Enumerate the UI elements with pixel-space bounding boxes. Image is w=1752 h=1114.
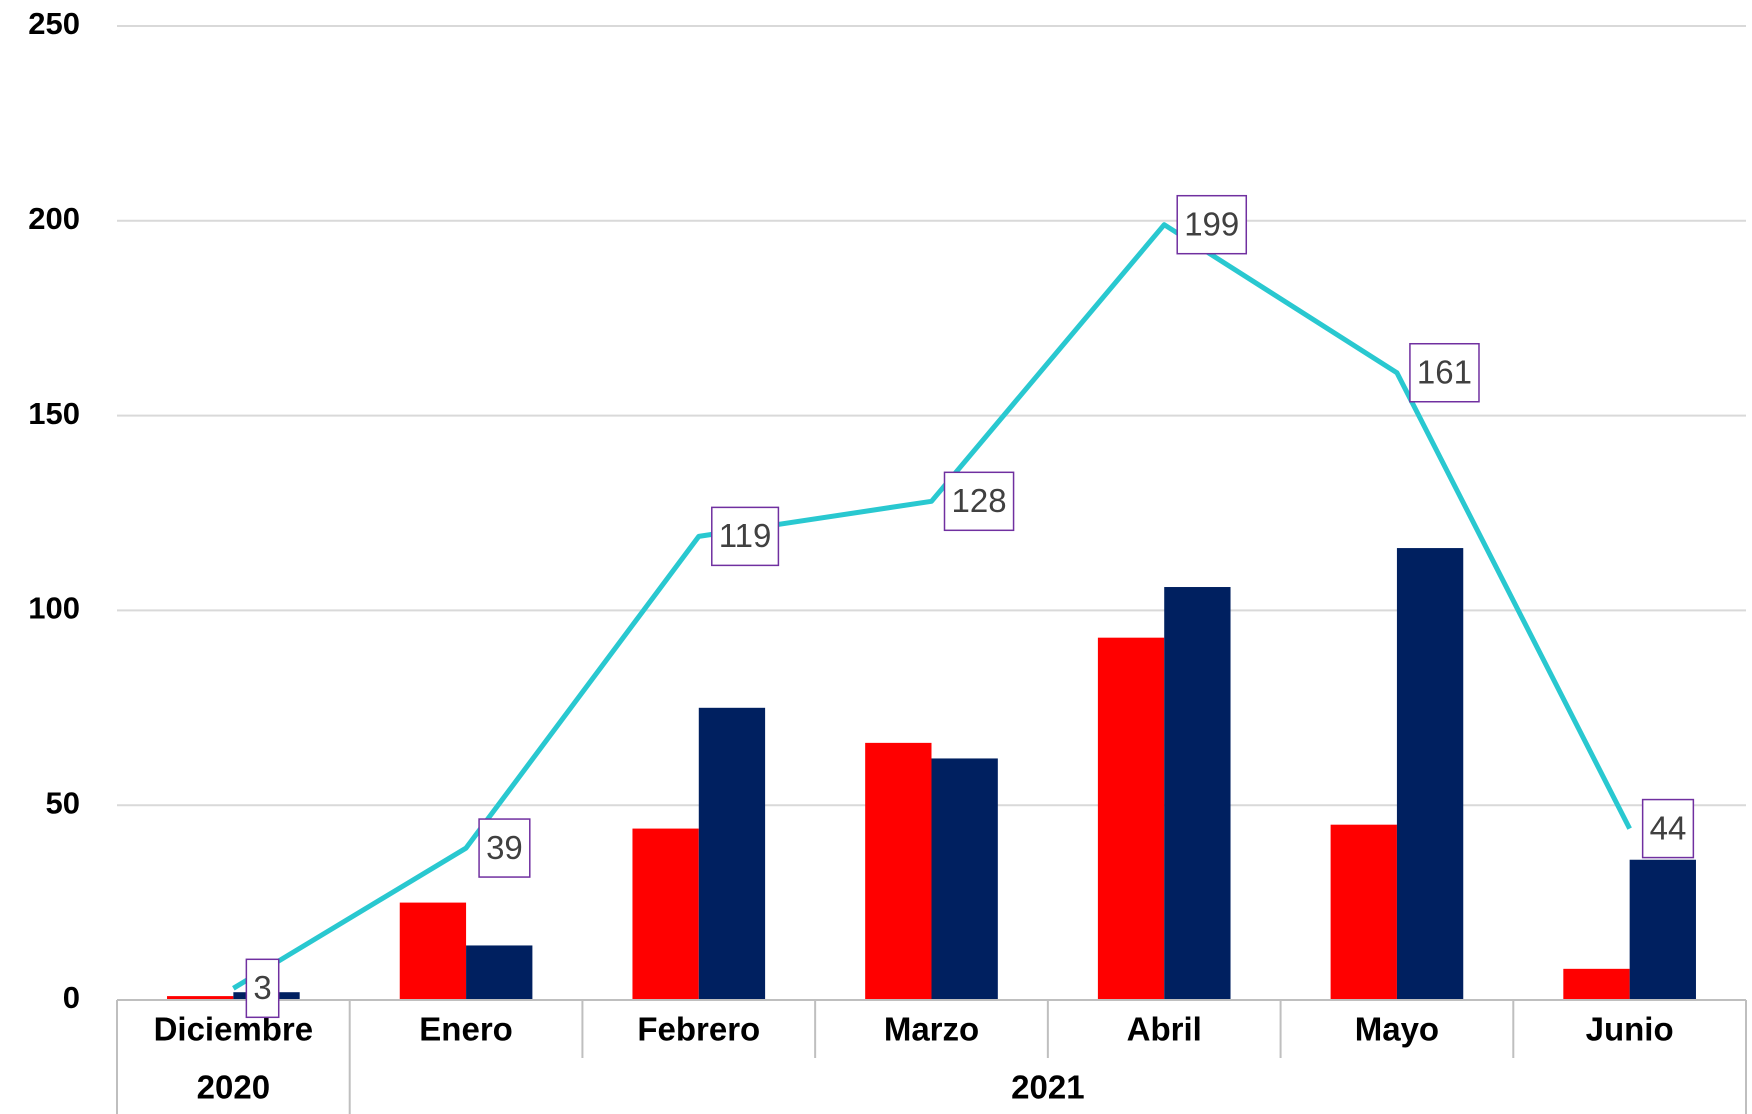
x-tick-label: Abril <box>1127 1011 1202 1048</box>
x-tick-label: Junio <box>1586 1011 1674 1048</box>
data-label: 44 <box>1650 809 1687 846</box>
bar <box>865 742 932 1000</box>
line <box>232 222 1632 991</box>
bar <box>1097 637 1165 1000</box>
data-label-box <box>478 818 531 878</box>
data-label: 119 <box>719 517 772 554</box>
bar <box>698 707 766 1000</box>
bar <box>1164 587 1231 1000</box>
bar <box>1563 968 1630 1000</box>
bar <box>399 902 467 1000</box>
y-tick-label: 250 <box>28 6 80 41</box>
x-tick-label: Enero <box>419 1011 513 1048</box>
data-label-box <box>1641 798 1695 859</box>
x-tick-label: Mayo <box>1355 1011 1439 1048</box>
x-tick-label: Diciembre <box>154 1011 314 1048</box>
y-tick-label: 0 <box>63 980 80 1015</box>
data-label-box <box>1409 342 1480 403</box>
bar <box>466 945 533 1000</box>
data-label: 39 <box>486 829 523 866</box>
y-tick-label: 150 <box>28 396 80 431</box>
data-label-box <box>943 471 1015 532</box>
y-tick-label: 100 <box>28 591 80 626</box>
x-tick-label: Marzo <box>884 1011 979 1048</box>
bar <box>1629 859 1696 1000</box>
y-tick-label: 200 <box>28 201 80 236</box>
data-label: 199 <box>1184 205 1239 242</box>
data-label-box <box>1176 194 1248 255</box>
x-tick-label: Febrero <box>637 1011 760 1048</box>
data-label-box <box>711 506 780 567</box>
data-label: 3 <box>253 969 271 1006</box>
bar <box>632 828 699 1000</box>
data-label: 161 <box>1417 353 1472 390</box>
y-tick-label: 50 <box>46 785 80 820</box>
bar <box>1330 824 1397 1000</box>
group-label: 2020 <box>197 1069 270 1106</box>
bar <box>167 996 234 1000</box>
data-label: 128 <box>952 482 1007 519</box>
bar <box>1396 548 1464 1000</box>
bar <box>931 758 998 1000</box>
group-label: 2021 <box>1011 1069 1084 1106</box>
data-label-box <box>245 958 280 1019</box>
